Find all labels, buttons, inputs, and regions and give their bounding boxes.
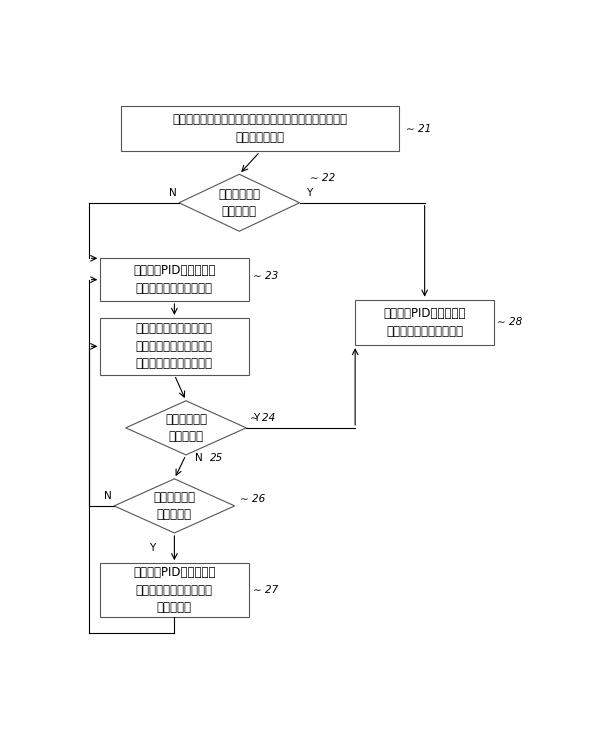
- Text: 执行双重PID控制，控制
室内风机以低于最高风速
的风速运行: 执行双重PID控制，控制 室内风机以低于最高风速 的风速运行: [133, 566, 216, 614]
- Text: Y: Y: [253, 413, 260, 423]
- Text: 大于第二室内
温度阈值？: 大于第二室内 温度阈值？: [165, 413, 207, 443]
- Text: N: N: [104, 491, 112, 501]
- Text: ∼ 22: ∼ 22: [310, 173, 335, 184]
- Polygon shape: [114, 479, 234, 533]
- Text: ∼ 21: ∼ 21: [406, 124, 431, 134]
- Text: 大于第一室内
温度阈值？: 大于第一室内 温度阈值？: [154, 491, 196, 521]
- Text: N: N: [169, 187, 177, 198]
- Text: ∼ 24: ∼ 24: [250, 413, 275, 423]
- Text: N: N: [195, 454, 203, 463]
- Text: 执行双重PID控制，控制
室内风机以最高风速运行: 执行双重PID控制，控制 室内风机以最高风速运行: [133, 264, 216, 295]
- FancyBboxPatch shape: [121, 106, 399, 152]
- Text: ∼ 26: ∼ 26: [240, 494, 266, 504]
- FancyBboxPatch shape: [100, 318, 249, 375]
- Text: 大于第一室内
温度阈值？: 大于第一室内 温度阈值？: [218, 187, 260, 218]
- Text: 25: 25: [210, 453, 223, 463]
- Text: 空调器制热运行，获取室内温度，将室内温度与第一室内
温度阈值作比较: 空调器制热运行，获取室内温度，将室内温度与第一室内 温度阈值作比较: [173, 113, 347, 144]
- Text: 获取室内温度，将室内温
度与第一室内温度阈值和
第二室内温度阈值作比较: 获取室内温度，将室内温 度与第一室内温度阈值和 第二室内温度阈值作比较: [136, 323, 213, 370]
- Text: Y: Y: [149, 543, 155, 553]
- Polygon shape: [179, 174, 300, 231]
- FancyBboxPatch shape: [100, 258, 249, 301]
- Text: 执行室温PID控制，控制
室内风机以设定风速运行: 执行室温PID控制，控制 室内风机以设定风速运行: [383, 307, 466, 337]
- Text: ∼ 28: ∼ 28: [498, 317, 523, 327]
- Text: ∼ 23: ∼ 23: [253, 271, 279, 280]
- FancyBboxPatch shape: [355, 300, 494, 345]
- Text: Y: Y: [307, 187, 313, 198]
- Polygon shape: [126, 401, 246, 455]
- Text: ∼ 27: ∼ 27: [253, 585, 279, 595]
- FancyBboxPatch shape: [100, 563, 249, 617]
